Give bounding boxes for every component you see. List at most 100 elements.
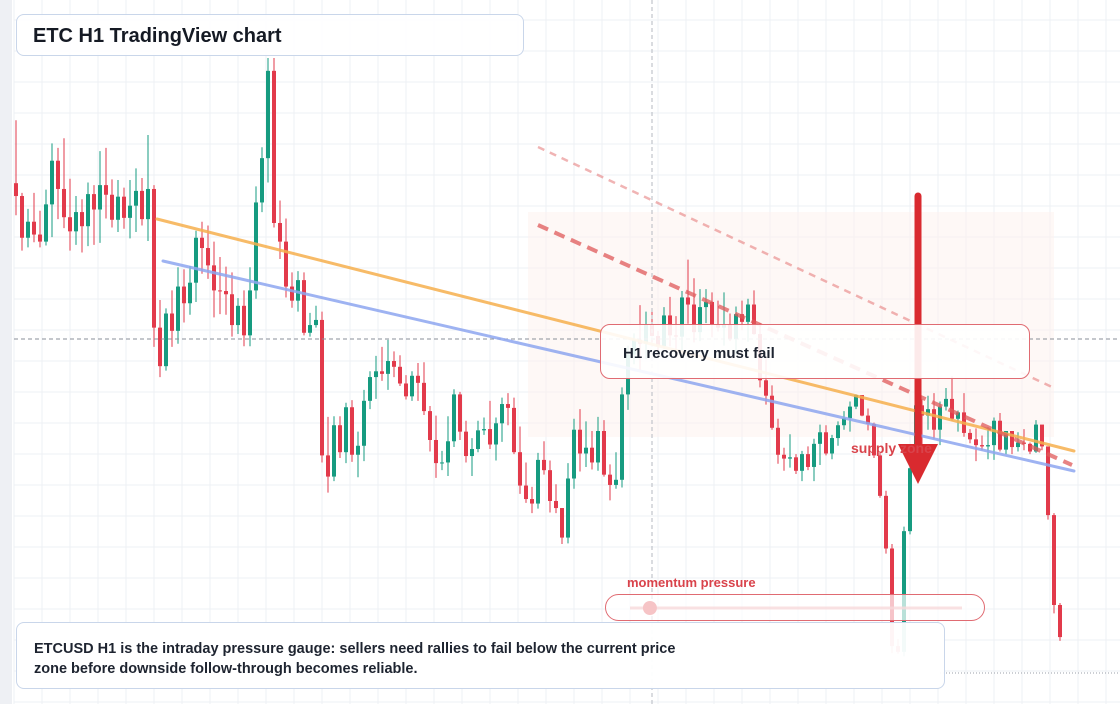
candle	[614, 452, 618, 489]
candle	[908, 461, 912, 535]
candle	[806, 446, 810, 471]
candle-body	[332, 425, 336, 477]
candle-body	[944, 398, 948, 407]
candle-body	[986, 445, 990, 447]
candle-body	[506, 404, 510, 408]
candle-body	[146, 188, 150, 220]
gauge-card[interactable]	[605, 594, 985, 621]
candle-body	[56, 160, 60, 189]
candle-body	[350, 407, 354, 455]
candle	[842, 411, 846, 430]
candle	[584, 421, 588, 467]
candle-body	[152, 188, 156, 328]
candle	[302, 272, 306, 336]
candle	[608, 464, 612, 501]
candle	[812, 438, 816, 482]
callout-box: H1 recovery must fail	[600, 324, 1030, 379]
candle-body	[482, 429, 486, 431]
candle-body	[566, 478, 570, 538]
candle-body	[836, 425, 840, 439]
candle-body	[692, 304, 696, 333]
candle-body	[128, 205, 132, 218]
chart-title: ETC H1 TradingView chart	[33, 25, 282, 47]
candle	[398, 355, 402, 387]
candle-body	[218, 290, 222, 292]
candle-body	[398, 366, 402, 384]
candle-body	[386, 361, 390, 374]
candle-body	[212, 265, 216, 291]
candle-body	[704, 301, 708, 308]
candle-body	[188, 282, 192, 304]
candle-body	[512, 407, 516, 453]
candle	[368, 371, 372, 410]
candle-body	[248, 290, 252, 336]
candle-body	[806, 454, 810, 467]
candle-body	[158, 327, 162, 367]
candle	[212, 241, 216, 318]
candle-body	[998, 420, 1002, 450]
candle	[26, 208, 30, 248]
candle	[428, 405, 432, 452]
candle	[494, 417, 498, 461]
candle	[416, 362, 420, 401]
candle-body	[1004, 431, 1008, 450]
candle-body	[86, 194, 90, 227]
candle	[920, 399, 924, 452]
candle	[800, 450, 804, 482]
candle-body	[314, 319, 318, 326]
candle-body	[824, 432, 828, 454]
candle-body	[812, 443, 816, 467]
candle	[500, 397, 504, 442]
candle-body	[848, 406, 852, 419]
candle-body	[14, 183, 18, 197]
candle-body	[860, 395, 864, 416]
candle	[524, 462, 528, 503]
candle-body	[584, 447, 588, 454]
candle	[356, 431, 360, 478]
candle-body	[98, 185, 102, 210]
candle-body	[842, 418, 846, 426]
candle	[704, 289, 708, 324]
candle-body	[614, 479, 618, 485]
candle-body	[272, 70, 276, 223]
candle	[386, 339, 390, 390]
candle	[320, 311, 324, 463]
candle	[536, 452, 540, 509]
candle-body	[542, 459, 546, 471]
candle	[362, 389, 366, 462]
candle-body	[242, 305, 246, 336]
candle-body	[266, 70, 270, 159]
candle-body	[20, 196, 24, 238]
candle	[986, 427, 990, 460]
candle	[164, 308, 168, 371]
candle-body	[608, 474, 612, 485]
candle-body	[980, 445, 984, 447]
candle	[542, 441, 546, 475]
candle-body	[686, 297, 690, 305]
candle	[788, 434, 792, 468]
candle-body	[308, 325, 312, 333]
candle-body	[26, 221, 30, 238]
candle-body	[68, 217, 72, 232]
candle-body	[698, 307, 702, 333]
candle-body	[32, 221, 36, 235]
candle	[104, 147, 108, 219]
candle-body	[782, 454, 786, 459]
candle-body	[872, 423, 876, 456]
candle-body	[80, 212, 84, 227]
candle-body	[200, 237, 204, 249]
candle-body	[452, 394, 456, 442]
candle	[74, 196, 78, 245]
candle-body	[680, 297, 684, 337]
candle-body	[974, 439, 978, 446]
candle	[38, 210, 42, 248]
candle	[470, 438, 474, 476]
candle	[86, 182, 90, 247]
candle-body	[410, 375, 414, 397]
candle-body	[362, 400, 366, 446]
candle	[128, 179, 132, 239]
candle-body	[992, 420, 996, 446]
candle	[44, 189, 48, 246]
candle	[566, 463, 570, 544]
candle-body	[1040, 424, 1044, 447]
